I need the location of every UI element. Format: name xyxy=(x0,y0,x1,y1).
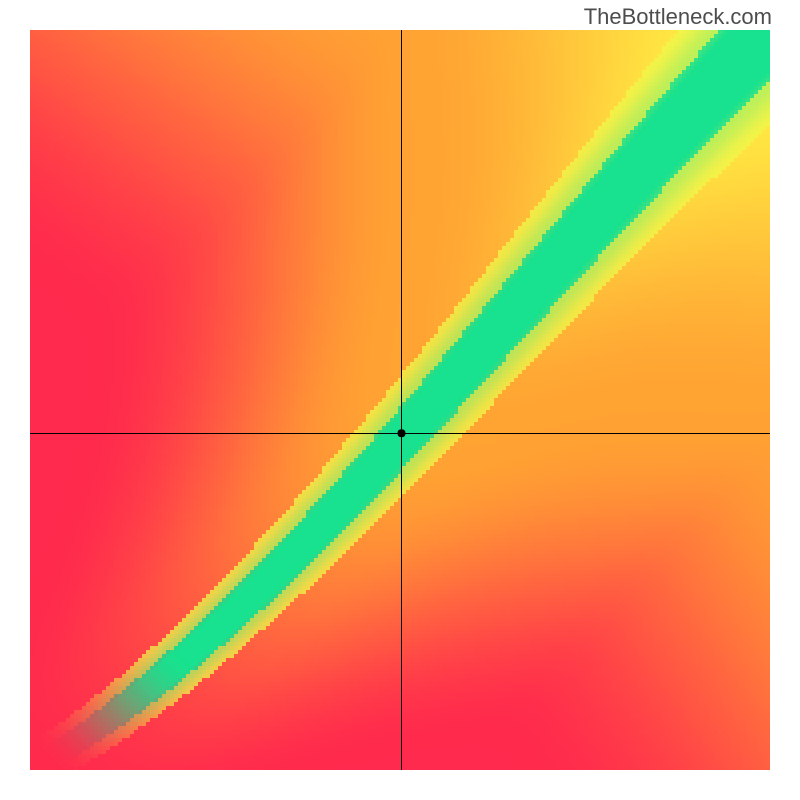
bottleneck-heatmap xyxy=(0,0,800,800)
watermark-text: TheBottleneck.com xyxy=(584,4,772,30)
chart-container: TheBottleneck.com xyxy=(0,0,800,800)
